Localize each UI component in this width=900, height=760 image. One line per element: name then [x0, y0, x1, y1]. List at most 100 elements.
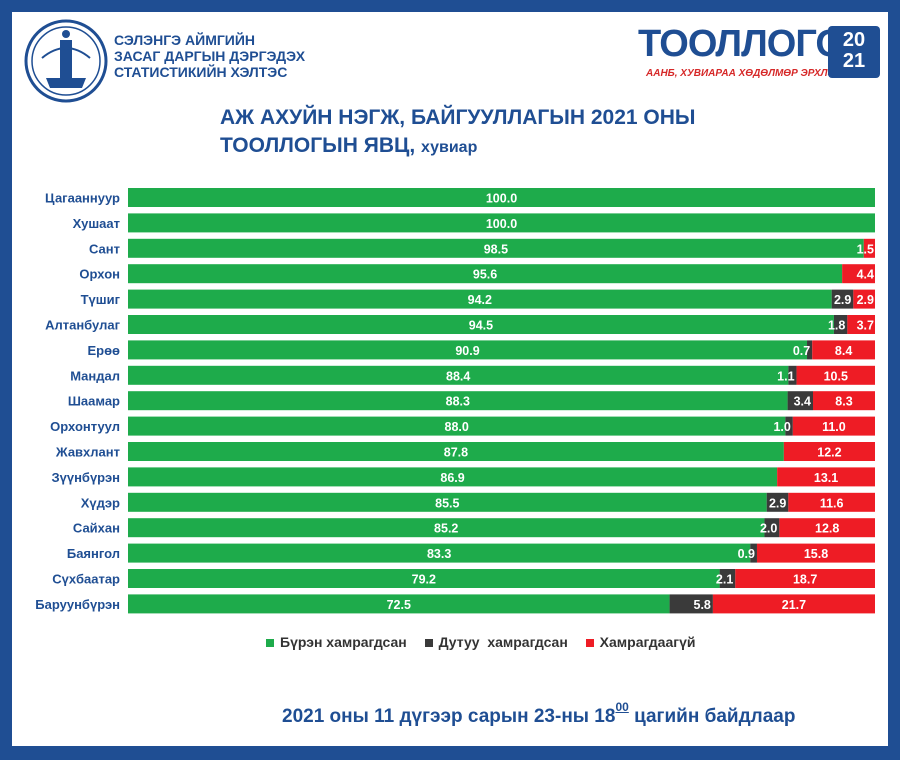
category-label: Зүүнбүрэн: [51, 470, 120, 485]
data-label-none: 13.1: [814, 471, 838, 485]
data-label-partial: 2.1: [716, 573, 733, 587]
legend-swatch-none: [585, 639, 594, 648]
category-label: Түшиг: [81, 292, 121, 307]
bar-segment-full: [128, 238, 864, 258]
data-label-none: 10.5: [824, 369, 848, 383]
data-label-partial: 0.7: [793, 344, 810, 358]
title-unit: хувиар: [421, 139, 478, 156]
bar-segment-none: [777, 467, 875, 487]
bar-segment-full: [128, 594, 670, 614]
bar-segment-full: [128, 391, 788, 411]
category-label: Баянгол: [67, 546, 120, 561]
data-label-full: 79.2: [412, 573, 436, 587]
data-label-full: 94.5: [469, 319, 493, 333]
bar-segment-full: [128, 188, 875, 207]
bar-segment-full: [128, 492, 767, 512]
data-label-none: 12.2: [817, 446, 841, 460]
legend-swatch-partial: [424, 639, 433, 648]
bar-segment-partial: [719, 569, 736, 588]
bar-segment-full: [128, 569, 720, 588]
org-line-1: СЭЛЭНГЭ АЙМГИЙН: [114, 32, 256, 48]
bar-segment-full: [128, 264, 843, 284]
data-label-partial: 1.0: [773, 420, 790, 434]
legend-item-full: Бүрэн хамрагдсан: [266, 634, 407, 650]
data-label-full: 95.6: [473, 268, 497, 282]
bar-segment-partial: [669, 594, 713, 614]
bar-segment-full: [128, 340, 808, 360]
footer-time-sup: 00: [615, 700, 629, 714]
bar-segment-full: [128, 543, 751, 563]
footer-text-after: цагийн байдлаар: [634, 706, 796, 727]
category-label: Сүхбаатар: [52, 572, 120, 587]
legend: Бүрэн хамрагдсан Дутуу хамрагдсан Хамраг…: [266, 634, 709, 650]
legend-item-none: Хамрагдаагүй: [585, 634, 696, 650]
data-label-partial: 2.9: [769, 496, 786, 510]
bar-segment-none: [783, 442, 875, 461]
data-label-full: 88.0: [445, 420, 469, 434]
category-label: Мандал: [70, 368, 120, 383]
bar-segment-full: [128, 442, 784, 461]
legend-label-none: Хамрагдаагүй: [599, 634, 696, 650]
bar-segment-none: [779, 518, 875, 538]
footer-date: 2021 оны 11 дүгээр сарын 23-ны 1800 цаги…: [282, 700, 796, 728]
title-line-2: ТООЛЛОГЫН ЯВЦ, хувиар: [220, 132, 695, 162]
category-label: Сант: [89, 241, 120, 256]
footer-text-before: 2021 оны 11 дүгээр сарын 23-ны 18: [282, 706, 616, 727]
bar-segment-none: [812, 340, 875, 360]
category-label: Сайхан: [73, 521, 120, 536]
data-label-full: 88.4: [446, 369, 470, 383]
legend-item-partial: Дутуу хамрагдсан: [424, 634, 568, 650]
bar-segment-partial: [807, 340, 813, 360]
data-label-full: 86.9: [440, 471, 464, 485]
data-label-none: 1.5: [857, 242, 874, 256]
bar-segment-partial: [766, 492, 789, 512]
logo-subtitle: ААНБ, ХУВИАРАА ХӨДӨЛМӨР ЭРХЛЭГЧ: [646, 68, 848, 79]
bar-segment-none: [712, 594, 875, 614]
legend-label-full: Бүрэн хамрагдсан: [280, 634, 407, 650]
data-label-none: 2.9: [857, 293, 874, 307]
bar-segment-none: [735, 569, 875, 588]
logo-word: ТООЛЛОГО: [638, 23, 845, 65]
category-label: Жавхлант: [55, 445, 120, 460]
category-label: Хүдэр: [81, 495, 120, 510]
data-label-partial: 0.9: [738, 547, 755, 561]
data-label-full: 88.3: [446, 395, 470, 409]
data-label-partial: 3.4: [794, 395, 811, 409]
data-label-full: 100.0: [486, 192, 517, 206]
bar-segment-none: [842, 264, 875, 284]
legend-label-partial: Дутуу хамрагдсан: [438, 634, 568, 650]
title-line-1: АЖ АХУЙН НЭГЖ, БАЙГУУЛЛАГЫН 2021 ОНЫ: [220, 106, 696, 129]
org-line-3: СТАТИСТИКИЙН ХЭЛТЭС: [114, 64, 288, 80]
data-label-partial: 2.0: [760, 522, 777, 536]
year-bottom: 21: [842, 50, 866, 72]
data-label-full: 87.8: [444, 446, 468, 460]
category-label: Шаамар: [68, 394, 120, 409]
data-label-none: 21.7: [782, 598, 806, 612]
bar-segment-none: [847, 315, 875, 334]
bar-segment-none: [756, 543, 875, 563]
bar-segment-none: [812, 391, 875, 411]
data-label-none: 4.4: [857, 268, 874, 282]
org-line-2: ЗАСАГ ДАРГЫН ДЭРГЭДЭХ: [114, 48, 306, 64]
year-badge-icon: [828, 26, 880, 78]
chart-panel: СЭЛЭНГЭ АЙМГИЙН ЗАСАГ ДАРГЫН ДЭРГЭДЭХ СТ…: [12, 12, 888, 746]
category-label: Хушаат: [73, 216, 120, 231]
bar-segment-none: [788, 492, 875, 512]
data-label-full: 94.2: [468, 293, 492, 307]
bar-segment-partial: [833, 315, 848, 334]
bar-segment-partial: [785, 416, 793, 436]
category-label: Орхон: [79, 267, 120, 282]
data-label-full: 85.5: [435, 496, 459, 510]
year-top: 20: [842, 29, 866, 51]
data-label-full: 90.9: [455, 344, 479, 358]
bar-segment-none: [796, 365, 875, 385]
data-label-full: 85.2: [434, 522, 458, 536]
category-label: Цагааннуур: [45, 191, 120, 206]
category-label: Баруунбүрэн: [35, 597, 120, 612]
data-label-partial: 1.1: [777, 369, 794, 383]
data-label-full: 83.3: [427, 547, 451, 561]
data-label-none: 3.7: [857, 319, 874, 333]
bar-segment-full: [128, 518, 765, 538]
bar-segment-full: [128, 315, 834, 334]
bar-segment-full: [128, 289, 832, 309]
